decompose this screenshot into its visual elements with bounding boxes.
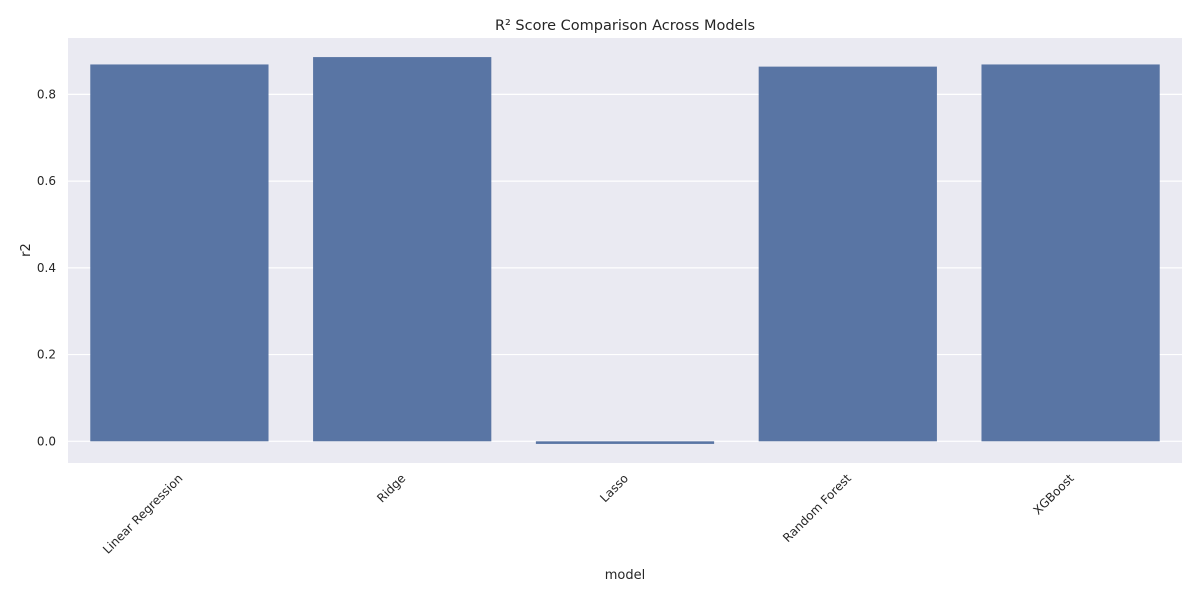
y-axis-label: r2 — [19, 243, 34, 257]
x-tick-label: Random Forest — [780, 471, 854, 545]
bar-linear-regression — [90, 64, 269, 442]
y-tick-label: 0.4 — [37, 261, 56, 275]
y-tick-label: 0.8 — [37, 87, 56, 101]
x-tick-label: Lasso — [597, 471, 631, 505]
y-tick-labels: 0.0 0.2 0.4 0.6 0.8 — [37, 87, 56, 448]
bar-lasso — [535, 441, 715, 444]
chart-title: R² Score Comparison Across Models — [495, 18, 755, 34]
x-tick-label: Linear Regression — [100, 471, 185, 556]
bar-ridge — [313, 57, 492, 442]
x-tick-label: Ridge — [374, 471, 408, 505]
y-tick-label: 0.2 — [37, 348, 56, 362]
y-tick-label: 0.0 — [37, 434, 56, 448]
y-tick-label: 0.6 — [37, 174, 56, 188]
bar-random-forest — [758, 66, 937, 442]
bars — [90, 57, 1160, 444]
x-axis-label: model — [605, 568, 645, 583]
x-tick-labels: Linear Regression Ridge Lasso Random Forest… — [100, 471, 1077, 557]
x-tick-label: XGBoost — [1030, 471, 1076, 517]
bar-xgboost — [981, 64, 1160, 442]
